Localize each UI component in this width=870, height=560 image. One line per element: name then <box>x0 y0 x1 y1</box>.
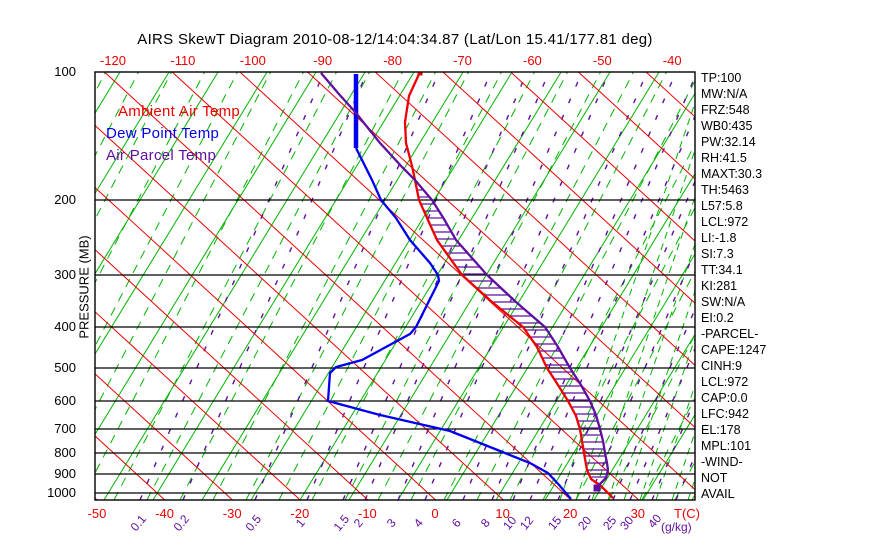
panel-stat: CAP:0.0 <box>701 391 748 405</box>
mixing-ratio-label: 15 <box>545 513 565 533</box>
parcel-temp-curve <box>320 72 610 488</box>
panel-stat: CINH:9 <box>701 359 742 373</box>
mixing-ratio-label: 3 <box>383 515 399 531</box>
bottom-temp-label: -40 <box>155 506 174 521</box>
panel-stat: LI:-1.8 <box>701 231 737 245</box>
moist-adiabat-line <box>95 72 140 157</box>
mixing-ratio-label: 20 <box>575 513 595 533</box>
mixing-ratio-label: 4 <box>410 515 426 531</box>
moist-adiabat-line <box>95 72 206 284</box>
pressure-tick-label: 400 <box>54 319 76 334</box>
bottom-temp-label: -20 <box>290 506 310 521</box>
bottom-temp-label: 30 <box>630 506 646 521</box>
isotherm-line <box>95 72 170 195</box>
panel-stat: NOT <box>701 471 728 485</box>
legend-ambient-air-temp: Ambient Air Temp <box>118 103 241 120</box>
panel-stat: PW:32.14 <box>701 135 756 149</box>
pressure-tick-label: 500 <box>54 360 76 375</box>
panel-stat: CAPE:1247 <box>701 343 767 357</box>
pressure-tick-label: 600 <box>54 393 76 408</box>
pressure-tick-label: 700 <box>54 421 76 436</box>
dew-point-curve <box>326 147 572 500</box>
bottom-temp-label: -10 <box>357 506 377 521</box>
moist-adiabat-line <box>95 72 239 348</box>
plot-border <box>94 71 696 501</box>
top-temp-label: -50 <box>592 53 612 68</box>
panel-stat: AVAIL <box>701 487 735 501</box>
panel-stat: L57:5.8 <box>701 199 743 213</box>
dry-adiabat-line <box>307 72 695 429</box>
mixing-ratio-label: 12 <box>517 513 537 533</box>
ambient-curve-start-marker <box>417 72 423 76</box>
bottom-temp-label: -50 <box>87 506 107 521</box>
panel-stat: RH:41.5 <box>701 151 747 165</box>
parcel-surface-marker <box>593 484 601 492</box>
pressure-tick-label: 1000 <box>47 485 76 500</box>
moist-adiabat-line <box>95 72 173 221</box>
bottom-temp-label: 20 <box>562 506 578 521</box>
mixing-ratio-label: 8 <box>477 515 493 531</box>
mixing-ratio-label: 0.5 <box>242 512 265 534</box>
panel-stat: TH:5463 <box>701 183 749 197</box>
dry-adiabat-line <box>442 72 695 304</box>
mixing-ratio-label: 6 <box>448 515 464 531</box>
pressure-tick-label: 900 <box>54 466 76 481</box>
temp-unit-label: T(C) <box>674 506 700 521</box>
dry-adiabat-line <box>578 72 695 180</box>
pressure-tick-label: 200 <box>54 192 76 207</box>
panel-stat: TP:100 <box>701 71 742 85</box>
panel-stat: MW:N/A <box>701 87 748 101</box>
top-temp-label: -70 <box>453 53 472 68</box>
mixing-ratio-unit-label: (g/kg) <box>661 520 692 534</box>
top-temp-label: -100 <box>239 53 266 68</box>
dry-adiabat-line <box>374 72 695 366</box>
panel-stat: -WIND- <box>701 455 743 469</box>
panel-stat: FRZ:548 <box>701 103 750 117</box>
chart-title: AIRS SkewT Diagram 2010-08-12/14:04:34.8… <box>137 31 653 48</box>
top-temp-label: -90 <box>313 53 333 68</box>
pressure-tick-label: 300 <box>54 267 76 282</box>
top-temp-label: -40 <box>662 53 682 68</box>
isotherm-line <box>95 72 219 275</box>
top-temp-label: -80 <box>383 53 402 68</box>
isotherm-line <box>95 72 268 356</box>
bottom-temp-label: -30 <box>222 506 242 521</box>
panel-stat: EI:0.2 <box>701 311 734 325</box>
panel-stat: SW:N/A <box>701 295 746 309</box>
panel-stat: LFC:942 <box>701 407 749 421</box>
ambient-temp-curve <box>403 72 614 499</box>
moist-adiabat-line <box>95 72 272 411</box>
panel-stat: WB0:435 <box>701 119 753 133</box>
legend-air-parcel-temp: Air Parcel Temp <box>106 147 217 164</box>
panel-stat: LCL:972 <box>701 215 749 229</box>
top-temp-label: -60 <box>522 53 542 68</box>
panel-stat: SI:7.3 <box>701 247 734 261</box>
pressure-axis-label: PRESSURE (MB) <box>76 235 92 339</box>
mixing-ratio-label: 0.1 <box>127 512 150 534</box>
mixing-ratio-label: 1.5 <box>330 512 353 534</box>
legend-dew-point-temp: Dew Point Temp <box>106 125 220 142</box>
panel-stat: MPL:101 <box>701 439 752 453</box>
dry-adiabat-line <box>510 72 695 242</box>
panel-stat: MAXT:30.3 <box>701 167 763 181</box>
grid-layer <box>95 72 695 500</box>
panel-stat: KI:281 <box>701 279 738 293</box>
pressure-tick-label: 100 <box>54 64 76 79</box>
top-temp-label: -120 <box>99 53 127 68</box>
pressure-tick-label: 800 <box>54 445 76 460</box>
panel-stat: TT:34.1 <box>701 263 743 277</box>
bottom-temp-label: 0 <box>431 506 439 521</box>
top-temp-label: -110 <box>170 53 196 68</box>
panel-stat: LCL:972 <box>701 375 749 389</box>
panel-stat: -PARCEL- <box>701 327 759 341</box>
panel-stat: EL:178 <box>701 423 741 437</box>
bottom-temp-label: 10 <box>495 506 510 521</box>
